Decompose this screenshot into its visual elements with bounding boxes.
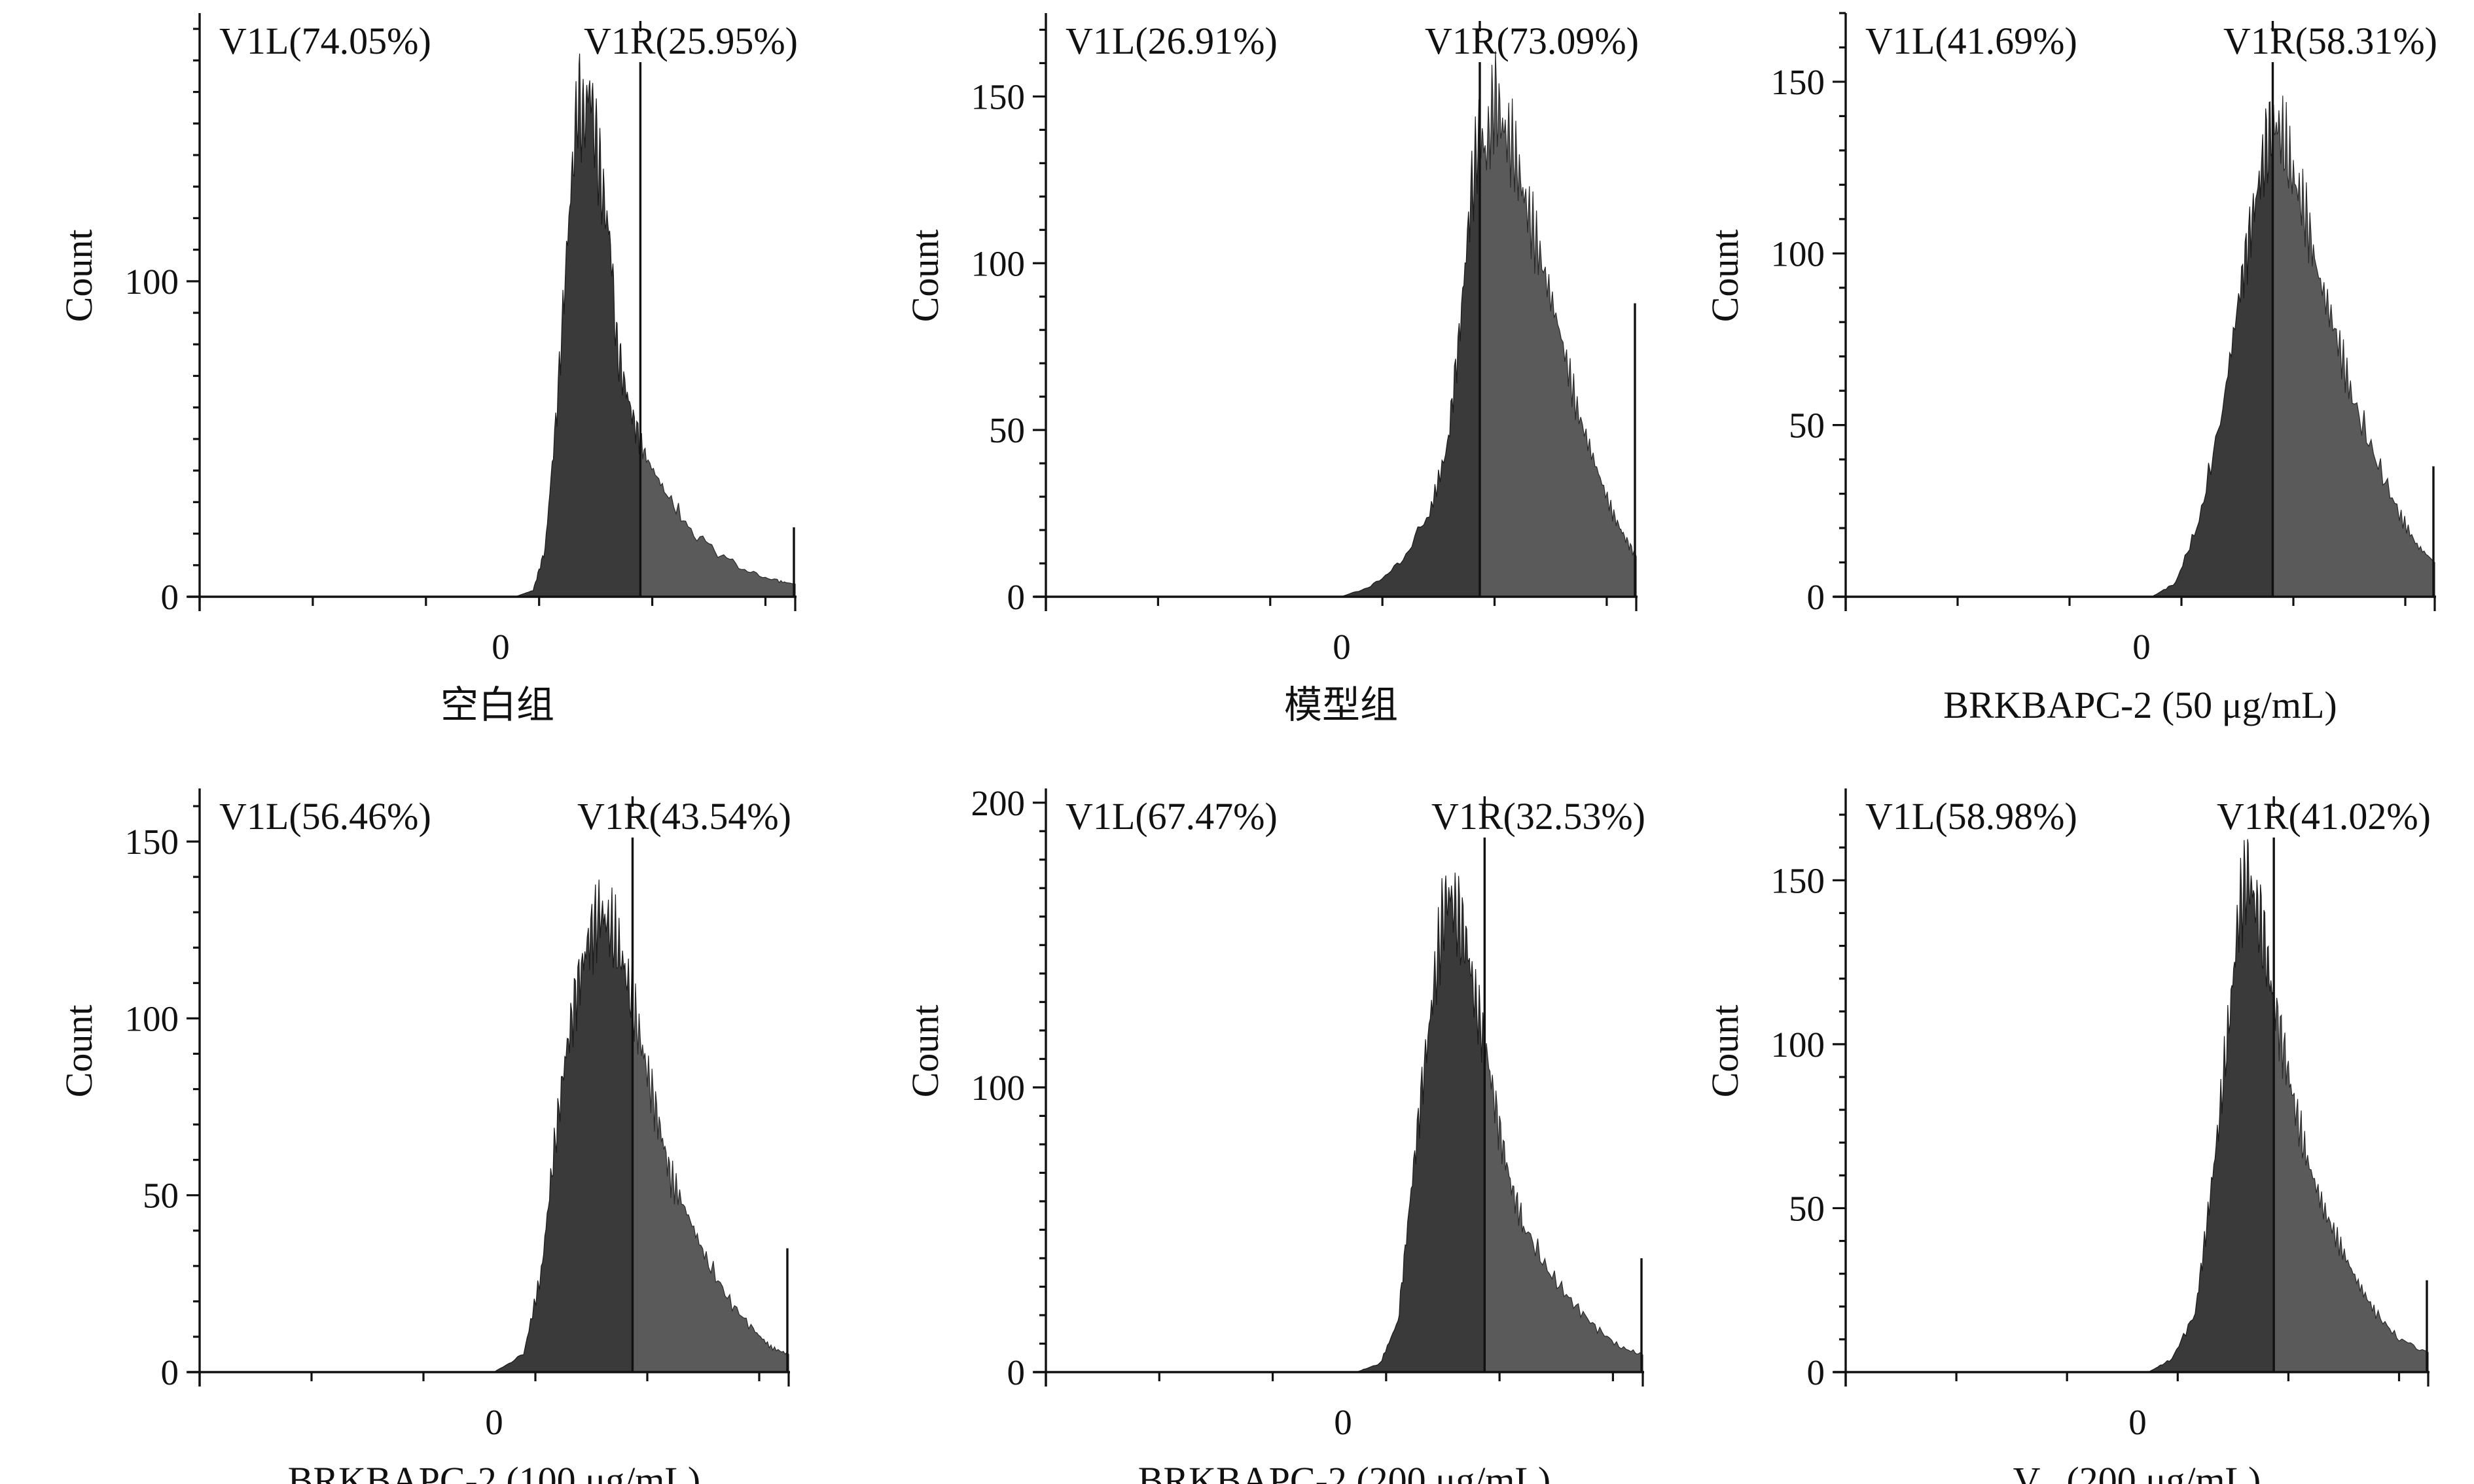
y-tick-label: 150 [971, 77, 1026, 116]
gate-right-label: V1R(73.09%) [1425, 20, 1639, 62]
x-tick-label: 0 [2128, 1402, 2147, 1442]
x-tick-label: 0 [485, 1402, 503, 1442]
histogram-left-region [1356, 872, 1485, 1373]
panel-title: VC (200 μg/mL) [2013, 1459, 2261, 1484]
gate-left-label: V1L(41.69%) [1865, 20, 2077, 62]
x-tick-label: 0 [1334, 1402, 1352, 1442]
y-axis-label: Count [58, 229, 100, 322]
y-tick-label: 150 [1771, 860, 1825, 900]
y-tick-label: 50 [143, 1176, 179, 1216]
y-tick-label: 50 [1789, 406, 1825, 446]
y-axis-label: Count [904, 1004, 946, 1097]
y-tick-label: 150 [125, 822, 179, 862]
y-tick-label: 0 [1807, 1352, 1825, 1392]
x-tick-label: 0 [2132, 627, 2151, 667]
histogram-right-region [2273, 994, 2429, 1373]
gate-left-label: V1L(67.47%) [1066, 795, 1278, 838]
panel-title-subscript: C [2041, 1479, 2057, 1484]
gate-right-label: V1R(58.31%) [2223, 20, 2437, 62]
y-axis-label: Count [58, 1004, 100, 1097]
histogram-left-region [493, 879, 634, 1373]
histogram-right-region [632, 983, 789, 1373]
histogram-left-region [1340, 99, 1480, 597]
gate-right-label: V1R(43.54%) [577, 795, 791, 838]
panel-title: 模型组 [1284, 684, 1398, 726]
y-axis-label: Count [904, 229, 946, 322]
panel-title-v: V [2013, 1459, 2041, 1484]
y-tick-label: 0 [1007, 1352, 1026, 1392]
histogram-panel-3: 0 50 100 150 0 Count V1L(41.69%) V1R(58.31%) BRK… [1704, 12, 2437, 726]
panel-title-concentration: (200 μg/mL) [2057, 1459, 2261, 1484]
histogram-left-region [2147, 839, 2274, 1373]
y-tick-label: 200 [971, 783, 1026, 823]
y-axis-label: Count [1704, 1004, 1746, 1097]
y-tick-label: 100 [1771, 234, 1825, 274]
y-tick-label: 50 [989, 410, 1025, 450]
y-axis-label: Count [1704, 229, 1746, 322]
x-tick-label: 0 [1333, 627, 1351, 667]
y-tick-label: 50 [1789, 1188, 1825, 1228]
y-tick-label: 0 [1007, 577, 1026, 617]
gate-left-label: V1L(56.46%) [219, 795, 431, 838]
gate-left-label: V1L(58.98%) [1865, 795, 2077, 838]
histogram-right-region [639, 433, 796, 597]
y-tick-label: 100 [125, 998, 179, 1038]
histogram-panel-6: 0 50 100 150 0 Count V1L(58.98%) V1R(41.02%) VC … [1704, 788, 2431, 1484]
y-tick-label: 0 [161, 577, 179, 617]
y-tick-label: 0 [161, 1352, 179, 1392]
gate-left-label: V1L(26.91%) [1066, 20, 1278, 62]
histogram-right-region [1484, 1043, 1643, 1373]
x-tick-label: 0 [492, 627, 510, 667]
histogram-left-region [2150, 101, 2274, 597]
histogram-left-region [515, 53, 641, 597]
panel-title: BRKBAPC-2 (200 μg/mL) [1138, 1459, 1551, 1484]
panel-title: 空白组 [440, 684, 554, 726]
gate-right-label: V1R(25.95%) [584, 20, 798, 62]
histogram-panel-2: 0 50 100 150 0 Count V1L(26.91%) V1R(73.09%) 模型组 [904, 13, 1639, 726]
histogram-panel-1: 0 100 0 Count V1L(74.05%) V1R(25.95%) 空白组 [58, 13, 798, 726]
y-tick-label: 150 [1771, 62, 1825, 102]
y-tick-label: 100 [971, 1068, 1026, 1108]
gate-left-label: V1L(74.05%) [219, 20, 431, 62]
y-tick-label: 100 [971, 243, 1026, 283]
histogram-panel-4: 0 50 100 150 0 Count V1L(56.46%) V1R(43.54%) BRK… [58, 788, 791, 1484]
gate-right-label: V1R(32.53%) [1431, 795, 1645, 838]
y-tick-label: 0 [1807, 577, 1825, 617]
y-tick-label: 100 [1771, 1025, 1825, 1065]
gate-right-label: V1R(41.02%) [2217, 795, 2431, 838]
panel-title: BRKBAPC-2 (100 μg/mL) [288, 1459, 700, 1484]
histogram-right-region [2272, 96, 2435, 597]
panel-title: BRKBAPC-2 (50 μg/mL) [1943, 684, 2337, 726]
histogram-right-region [1479, 51, 1637, 597]
histogram-panel-5: 0 100 200 0 Count V1L(67.47%) V1R(32.53%) BRKBA… [904, 783, 1645, 1484]
y-tick-label: 100 [125, 262, 179, 302]
